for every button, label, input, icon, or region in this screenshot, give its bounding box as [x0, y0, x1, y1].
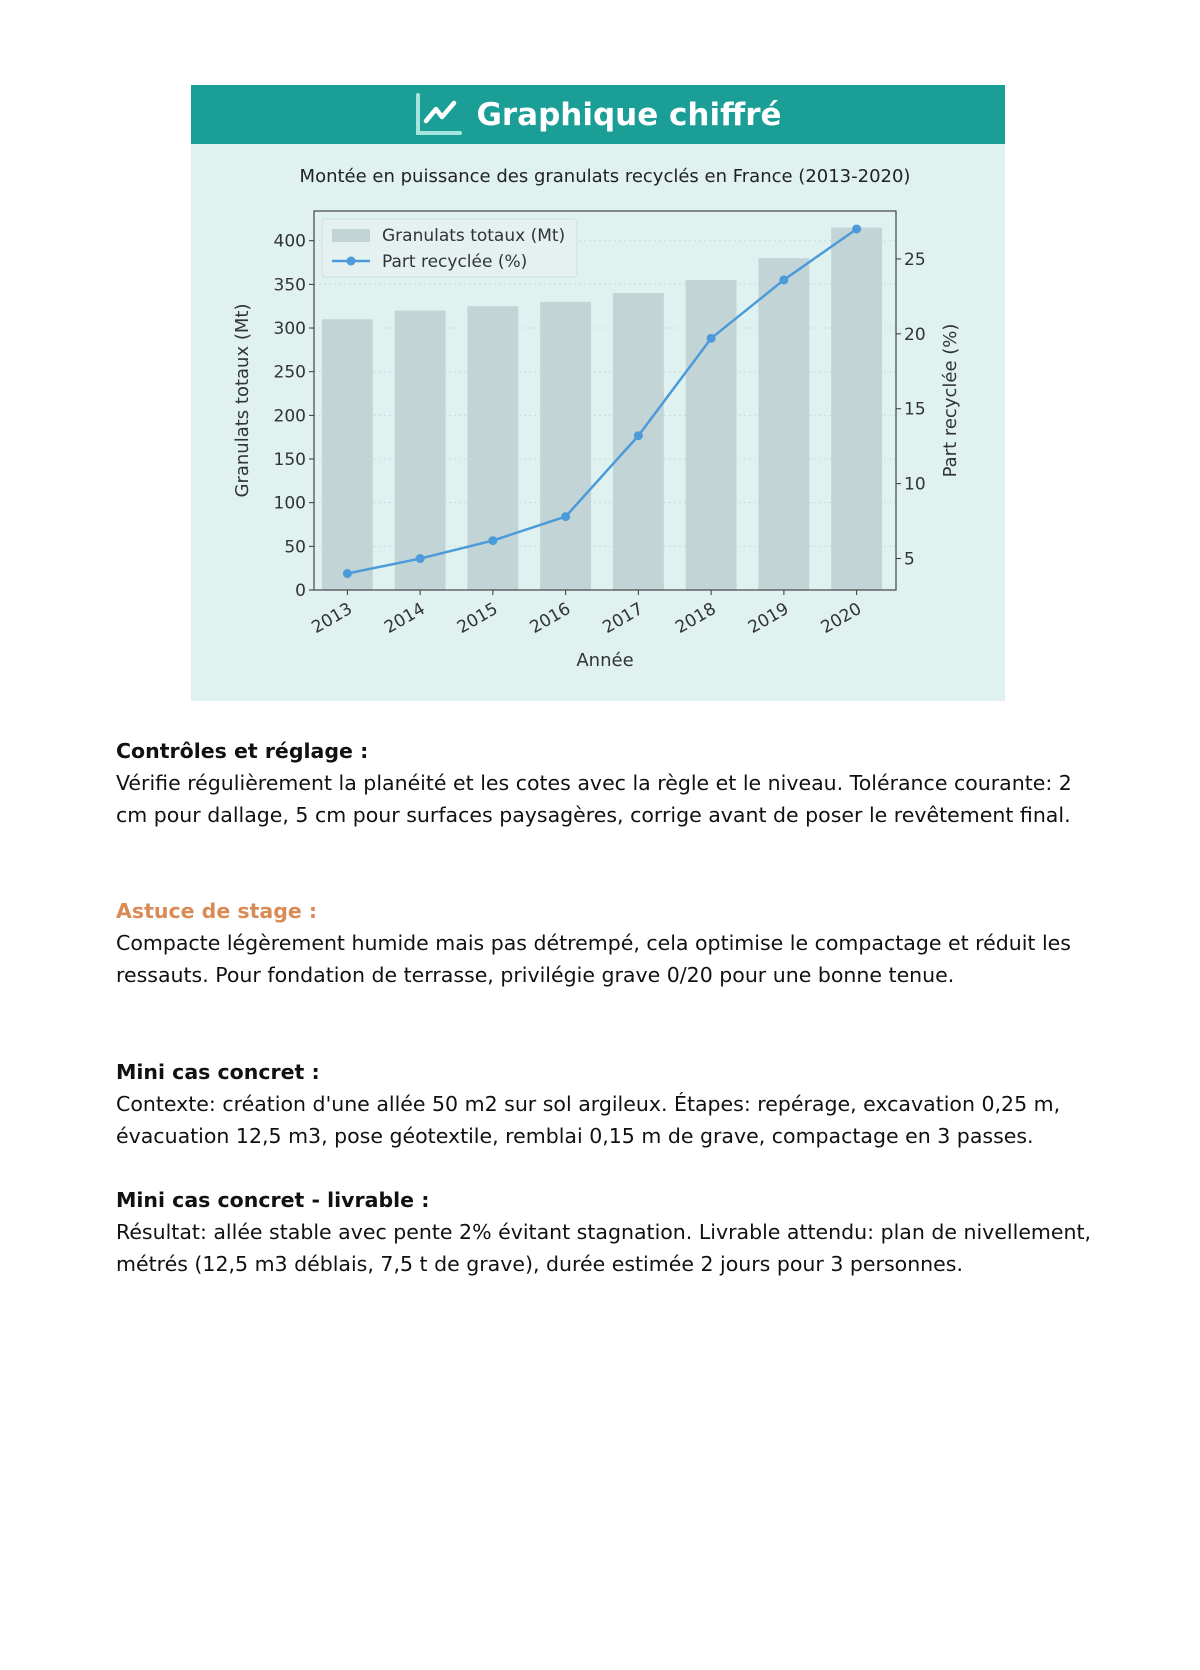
- line-chart-icon: [416, 92, 463, 135]
- section-astuce: Astuce de stage : Compacte légèrement hu…: [116, 895, 1096, 991]
- x-tick-label: 2020: [818, 599, 865, 638]
- section-body: Contexte: création d'une allée 50 m2 sur…: [116, 1092, 1061, 1148]
- section-title: Mini cas concret :: [116, 1060, 320, 1084]
- bar: [540, 301, 592, 590]
- line-series: [347, 227, 858, 575]
- legend: [321, 218, 578, 278]
- y-right-tick-label: 20: [904, 325, 926, 345]
- x-tick-label: 2014: [381, 599, 428, 638]
- legend-label: Granulats totaux (Mt): [382, 226, 565, 246]
- y-tick-label: 0: [295, 581, 306, 601]
- section-body: Vérifie régulièrement la planéité et les…: [116, 771, 1072, 827]
- legend-label: Part recyclée (%): [382, 252, 527, 272]
- y-tick-label: 250: [274, 363, 306, 383]
- line-point: [488, 536, 498, 546]
- y-tick-label: 50: [284, 537, 306, 557]
- legend-swatch-point: [346, 256, 356, 266]
- line-point: [415, 554, 425, 564]
- x-tick-label: 2018: [672, 599, 719, 638]
- chart-header: Graphique chiffré: [191, 85, 1005, 144]
- y-axis-label: Granulats totaux (Mt): [232, 304, 253, 498]
- y-right-tick-label: 5: [904, 550, 915, 570]
- x-tick-label: 2019: [745, 599, 792, 638]
- line-point: [852, 224, 862, 234]
- y-right-tick-label: 15: [904, 400, 926, 420]
- line-point: [706, 333, 716, 343]
- section-body: Compacte légèrement humide mais pas détr…: [116, 931, 1071, 987]
- bar: [321, 319, 373, 590]
- x-tick-label: 2015: [454, 599, 501, 638]
- chart-title: Montée en puissance des granulats recycl…: [300, 166, 911, 187]
- chart-header-title: Graphique chiffré: [476, 96, 782, 133]
- y-right-tick-label: 25: [904, 250, 926, 270]
- section-body: Résultat: allée stable avec pente 2% évi…: [116, 1220, 1092, 1276]
- line-point: [633, 431, 643, 441]
- section-title: Contrôles et réglage :: [116, 739, 369, 763]
- line-point: [342, 569, 352, 579]
- y-tick-label: 300: [274, 319, 306, 339]
- x-tick-label: 2016: [527, 599, 574, 638]
- section-title: Astuce de stage :: [116, 899, 318, 923]
- line-point: [561, 512, 571, 522]
- plot-frame: [313, 210, 897, 591]
- y-tick-label: 350: [274, 275, 306, 295]
- y-right-axis-label: Part recyclée (%): [940, 324, 961, 478]
- bar: [758, 258, 810, 590]
- line-point: [779, 275, 789, 285]
- x-tick-label: 2013: [308, 599, 355, 638]
- y-tick-label: 100: [274, 494, 306, 514]
- chart-panel: Graphique chiffré Montée en puissance de…: [191, 85, 1005, 701]
- y-tick-label: 150: [274, 450, 306, 470]
- legend-swatch-bar: [332, 229, 370, 242]
- section-title: Mini cas concret - livrable :: [116, 1188, 430, 1212]
- bar: [612, 293, 664, 590]
- section-livrable: Mini cas concret - livrable : Résultat: …: [116, 1184, 1096, 1280]
- bar: [831, 227, 883, 590]
- y-tick-label: 400: [274, 232, 306, 252]
- x-tick-label: 2017: [599, 599, 646, 638]
- y-tick-label: 200: [274, 406, 306, 426]
- section-cas-concret: Mini cas concret : Contexte: création d'…: [116, 1056, 1096, 1152]
- chart: Montée en puissance des granulats recycl…: [232, 166, 961, 671]
- section-controles: Contrôles et réglage : Vérifie régulière…: [116, 735, 1096, 831]
- y-right-tick-label: 10: [904, 475, 926, 495]
- bar: [394, 310, 446, 590]
- x-axis-label: Année: [576, 650, 633, 671]
- bar: [685, 279, 737, 590]
- bar: [467, 306, 519, 590]
